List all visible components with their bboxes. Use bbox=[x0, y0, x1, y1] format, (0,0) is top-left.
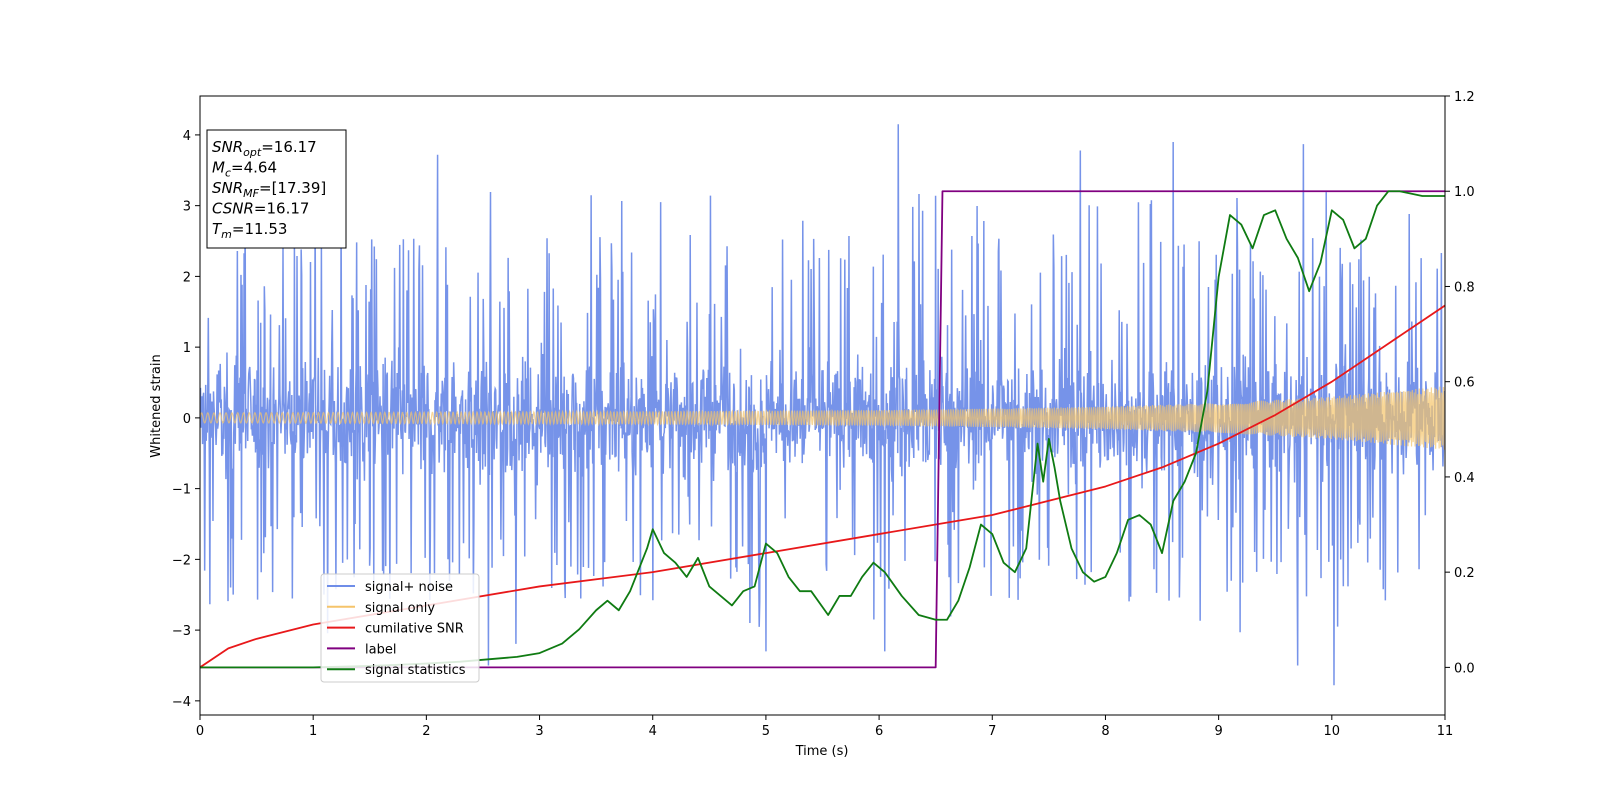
x-tick-label: 9 bbox=[1214, 724, 1222, 739]
y-right-tick-label: 0.6 bbox=[1454, 376, 1475, 391]
annotation-value: =11.53 bbox=[232, 220, 288, 238]
legend: signal+ noise signal only cumilative SNR la… bbox=[320, 573, 480, 683]
y-left-tick-label: −1 bbox=[172, 483, 191, 498]
y-left-tick-label: 4 bbox=[183, 129, 191, 144]
x-tick-label: 4 bbox=[649, 724, 657, 739]
annotation-line: Mc=4.64 bbox=[212, 159, 277, 180]
annotation-box: SNRopt=16.17Mc=4.64SNRMF=[17.39]CSNR=16.… bbox=[206, 129, 347, 249]
y-right-tick-label: 0.0 bbox=[1454, 661, 1475, 676]
y-axis-label: Whitened strain bbox=[149, 354, 164, 457]
x-tick-label: 3 bbox=[535, 724, 543, 739]
annotation-symbol: T bbox=[212, 220, 223, 238]
y-right-tick-label: 1.0 bbox=[1454, 185, 1475, 200]
y-axis-left: −4 −3 −2 −1 0 1 2 3 4 bbox=[172, 129, 200, 710]
legend-label: signal only bbox=[365, 601, 435, 616]
x-axis-label: Time (s) bbox=[795, 744, 849, 759]
y-left-tick-label: −3 bbox=[172, 624, 191, 639]
y-left-tick-label: 2 bbox=[183, 270, 191, 285]
x-tick-label: 1 bbox=[309, 724, 317, 739]
legend-label: signal statistics bbox=[365, 663, 466, 678]
series-signal-noise bbox=[200, 124, 1445, 686]
x-tick-label: 7 bbox=[988, 724, 996, 739]
annotation-subscript: c bbox=[225, 167, 231, 180]
y-left-tick-label: 1 bbox=[183, 341, 191, 356]
annotation-subscript: m bbox=[221, 228, 232, 241]
annotation-symbol: M bbox=[212, 159, 225, 177]
y-left-tick-label: 0 bbox=[183, 412, 191, 427]
x-tick-label: 2 bbox=[422, 724, 430, 739]
annotation-lines: SNRopt=16.17Mc=4.64SNRMF=[17.39]CSNR=16.… bbox=[212, 138, 326, 241]
y-right-tick-label: 0.4 bbox=[1454, 471, 1475, 486]
y-right-tick-label: 1.2 bbox=[1454, 90, 1475, 105]
x-tick-label: 8 bbox=[1101, 724, 1109, 739]
x-tick-label: 5 bbox=[762, 724, 770, 739]
annotation-frame bbox=[206, 129, 347, 249]
annotation-symbol: CSNR bbox=[212, 200, 254, 218]
y-left-tick-label: 3 bbox=[183, 200, 191, 215]
x-axis: 0 1 2 3 4 5 6 7 8 9 10 11 bbox=[196, 715, 1453, 739]
legend-label: signal+ noise bbox=[365, 580, 453, 595]
legend-entry: signal statistics bbox=[327, 663, 466, 678]
y-left-tick-label: −4 bbox=[172, 695, 191, 710]
series-signal-only bbox=[200, 386, 1445, 450]
series-cumulative-snr bbox=[200, 304, 1445, 669]
legend-label: label bbox=[365, 642, 396, 657]
legend-items: signal+ noise signal only cumilative SNR la… bbox=[327, 580, 466, 678]
annotation-symbol: SNR bbox=[212, 138, 243, 156]
plot-frame bbox=[199, 95, 1446, 716]
annotation-line: SNRopt=16.17 bbox=[212, 138, 317, 159]
annotation-value: =[17.39] bbox=[259, 179, 326, 197]
x-tick-label: 0 bbox=[196, 724, 204, 739]
annotation-value: =16.17 bbox=[254, 200, 310, 218]
annotation-line: Tm=11.53 bbox=[212, 220, 287, 241]
legend-entry: label bbox=[327, 642, 396, 657]
legend-entry: signal only bbox=[327, 601, 435, 616]
x-tick-label: 6 bbox=[875, 724, 883, 739]
legend-frame bbox=[320, 573, 480, 683]
x-tick-label: 11 bbox=[1437, 724, 1454, 739]
series-signal-statistics bbox=[200, 190, 1445, 669]
legend-entry: signal+ noise bbox=[327, 580, 453, 595]
legend-entry: cumilative SNR bbox=[327, 622, 464, 637]
legend-label: cumilative SNR bbox=[365, 622, 464, 637]
y-right-tick-label: 0.2 bbox=[1454, 566, 1475, 581]
x-tick-label: 10 bbox=[1324, 724, 1341, 739]
annotation-value: =16.17 bbox=[261, 138, 317, 156]
plot-series bbox=[200, 124, 1445, 686]
annotation-line: CSNR=16.17 bbox=[212, 200, 309, 218]
annotation-symbol: SNR bbox=[212, 179, 243, 197]
annotation-line: SNRMF=[17.39] bbox=[212, 179, 326, 200]
y-left-tick-label: −2 bbox=[172, 553, 191, 568]
annotation-value: =4.64 bbox=[231, 159, 277, 177]
annotation-subscript: MF bbox=[243, 187, 259, 200]
annotation-subscript: opt bbox=[243, 146, 262, 159]
series-label bbox=[200, 190, 1445, 669]
y-right-tick-label: 0.8 bbox=[1454, 280, 1475, 295]
y-axis-right: 0.0 0.2 0.4 0.6 0.8 1.0 1.2 bbox=[1445, 90, 1475, 676]
